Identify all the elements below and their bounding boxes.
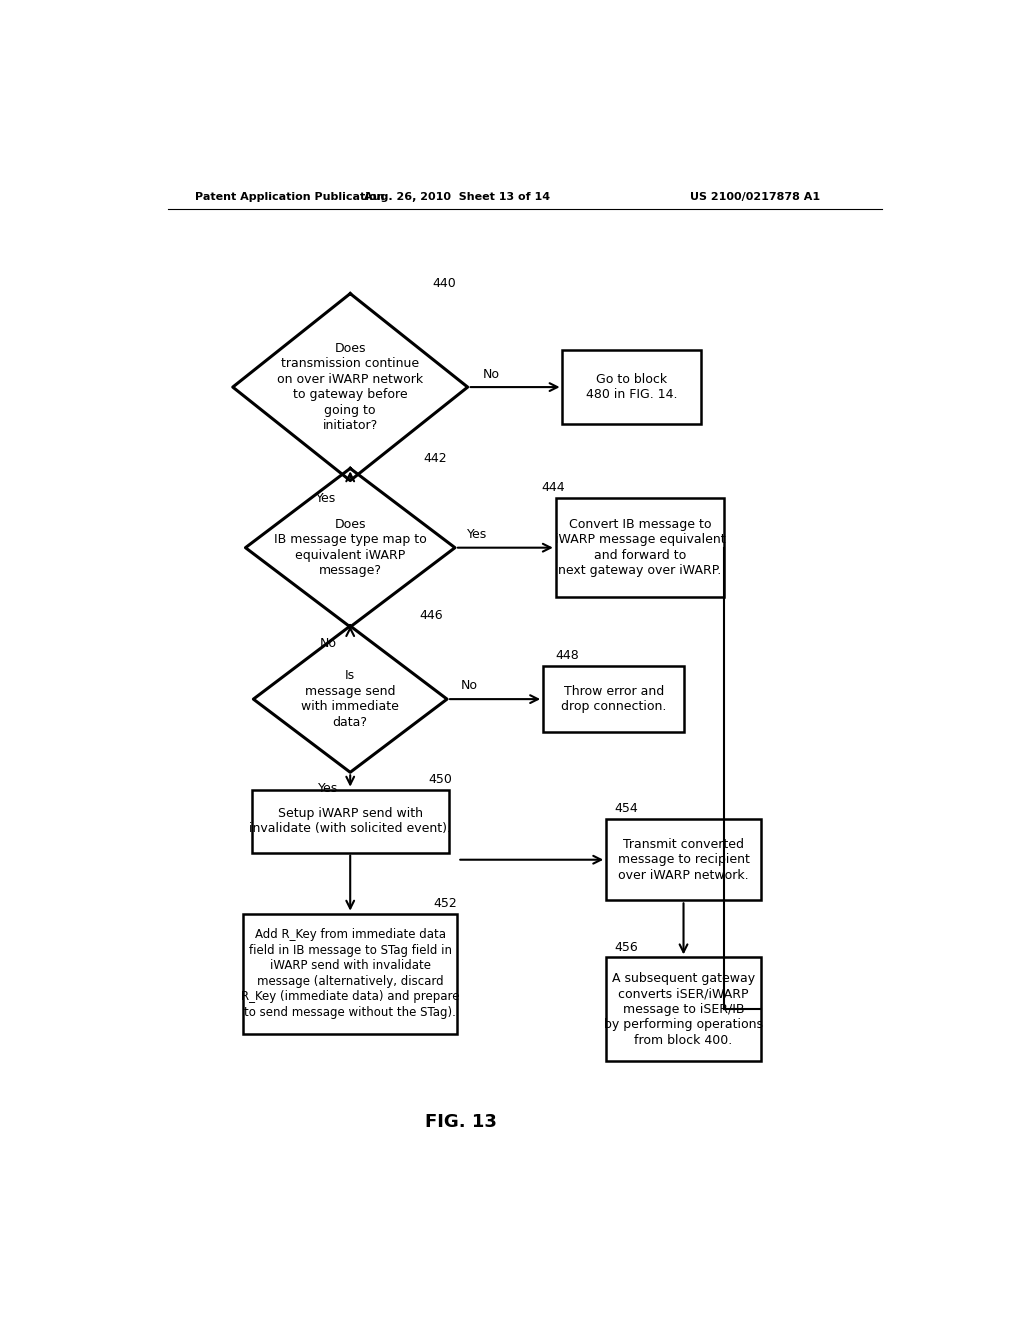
Text: Convert IB message to
iWARP message equivalent
and forward to
next gateway over : Convert IB message to iWARP message equi… [555, 517, 725, 577]
Text: 450: 450 [429, 774, 453, 785]
Text: Yes: Yes [317, 781, 338, 795]
Polygon shape [232, 293, 468, 480]
Text: 444: 444 [542, 482, 565, 494]
Polygon shape [253, 626, 447, 772]
Text: No: No [461, 680, 478, 693]
Text: No: No [319, 636, 337, 649]
Text: 442: 442 [423, 451, 446, 465]
Text: 452: 452 [433, 896, 458, 909]
Text: Is
message send
with immediate
data?: Is message send with immediate data? [301, 669, 399, 729]
Text: Yes: Yes [316, 492, 337, 506]
Text: Does
transmission continue
on over iWARP network
to gateway before
going to
init: Does transmission continue on over iWARP… [278, 342, 423, 433]
Text: A subsequent gateway
converts iSER/iWARP
message to iSER/IB
by performing operat: A subsequent gateway converts iSER/iWARP… [604, 972, 763, 1047]
Text: Does
IB message type map to
equivalent iWARP
message?: Does IB message type map to equivalent i… [273, 517, 427, 577]
Text: Go to block
480 in FIG. 14.: Go to block 480 in FIG. 14. [586, 372, 678, 401]
Text: 448: 448 [555, 649, 579, 663]
Polygon shape [246, 469, 455, 627]
Bar [606, 957, 761, 1061]
Text: 440: 440 [432, 277, 456, 290]
Text: Transmit converted
message to recipient
over iWARP network.: Transmit converted message to recipient … [617, 838, 750, 882]
Text: Setup iWARP send with
invalidate (with solicited event).: Setup iWARP send with invalidate (with s… [249, 807, 452, 836]
Text: No: No [483, 368, 500, 381]
Bar [543, 667, 684, 733]
Bar [556, 498, 724, 598]
Text: US 2100/0217878 A1: US 2100/0217878 A1 [690, 191, 820, 202]
Text: Aug. 26, 2010  Sheet 13 of 14: Aug. 26, 2010 Sheet 13 of 14 [365, 191, 551, 202]
Text: Yes: Yes [467, 528, 487, 541]
Text: 446: 446 [419, 610, 442, 622]
Text: 454: 454 [614, 803, 638, 816]
Text: Patent Application Publication: Patent Application Publication [196, 191, 385, 202]
Text: FIG. 13: FIG. 13 [425, 1113, 498, 1131]
Text: Add R_Key from immediate data
field in IB message to STag field in
iWARP send wi: Add R_Key from immediate data field in I… [241, 928, 460, 1019]
Bar [252, 789, 449, 853]
Bar [243, 913, 458, 1034]
Text: 456: 456 [614, 941, 638, 953]
Bar [562, 351, 701, 424]
Text: Throw error and
drop connection.: Throw error and drop connection. [561, 685, 667, 713]
Bar [606, 818, 761, 900]
